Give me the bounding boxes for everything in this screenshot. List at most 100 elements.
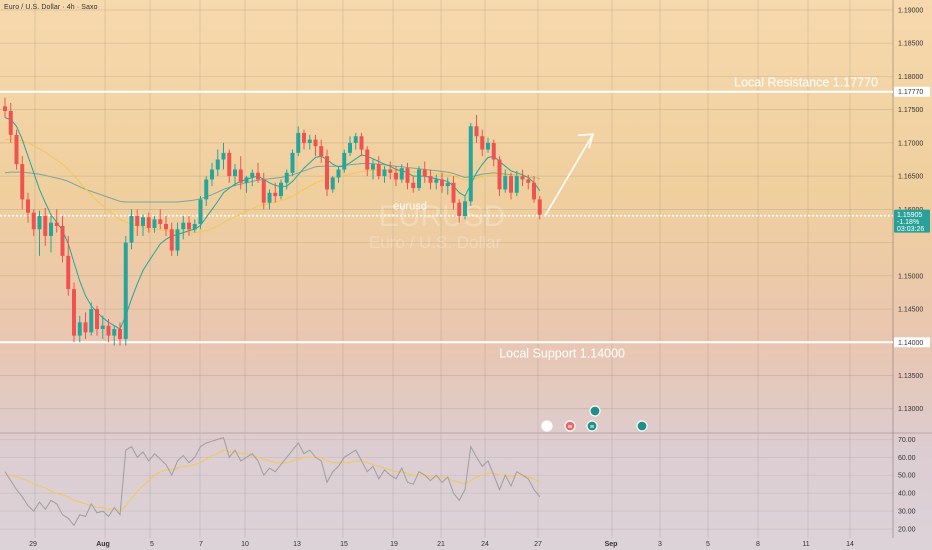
current-price-change: -1.18% [897, 219, 919, 226]
earnings-icon[interactable]: ≡ [586, 420, 598, 432]
price-tick: 1.16500 [898, 174, 923, 181]
candle-body [399, 168, 404, 180]
symbol-label: eurusd [393, 201, 427, 213]
candle-body [100, 325, 105, 329]
candle-body [152, 219, 157, 228]
candle-body [382, 169, 387, 177]
candle-body [3, 106, 7, 111]
candle-body [451, 182, 456, 203]
ma-slow-line [4, 138, 540, 234]
candle-body [66, 255, 71, 290]
level-label: Local Resistance 1.17770 [734, 76, 878, 90]
candle-body [503, 176, 508, 190]
candle-body [181, 222, 186, 230]
candle-body [123, 242, 128, 339]
candle-body [509, 176, 513, 193]
candle-body [405, 168, 410, 183]
candle-body [187, 222, 191, 230]
candle-body [8, 110, 13, 135]
candle-body [146, 217, 151, 228]
candle-body [342, 152, 347, 170]
earnings-icon-glyph: ≡ [589, 424, 594, 431]
price-tick: 1.14500 [898, 307, 923, 314]
candle-body [215, 159, 220, 170]
price-tick: 1.13000 [898, 406, 923, 413]
candle-body [49, 222, 53, 236]
candle-body [37, 216, 42, 230]
candle-body [238, 169, 243, 183]
rsi-tick: 30.00 [898, 509, 916, 516]
price-tag: 1.14000 [898, 340, 923, 347]
candle-body [221, 152, 226, 160]
ma-fast-line [4, 117, 541, 330]
candle-body [267, 192, 272, 203]
candle-body [365, 149, 370, 170]
news-icon[interactable] [589, 405, 601, 417]
candle-body [411, 182, 416, 189]
chart-grid [0, 0, 932, 538]
candle-body [353, 136, 358, 143]
candle-body [302, 132, 306, 143]
candle-body [307, 139, 312, 143]
date-label: 24 [481, 541, 489, 548]
date-label: 5 [706, 541, 710, 548]
date-label: 14 [846, 541, 854, 548]
candle-body [279, 182, 283, 197]
candle-body [445, 182, 450, 187]
candle-body [526, 179, 531, 183]
date-label: 7 [199, 541, 203, 548]
event-markers[interactable]: ⚡ ≡ ≡ [541, 405, 648, 432]
date-label: 8 [756, 541, 760, 548]
current-price-value: 1.15905 [897, 212, 922, 219]
candle-body [359, 136, 364, 150]
ma-slow2-line [4, 163, 540, 203]
date-label: 21 [437, 541, 445, 548]
candle-body [20, 164, 25, 200]
candle-body [135, 216, 140, 226]
candle-body [158, 219, 163, 224]
calendar-event-icon[interactable] [636, 420, 648, 432]
rsi-line [4, 436, 541, 527]
candle-body [112, 328, 117, 336]
news-icon-circle [589, 405, 601, 417]
price-tick: 1.18000 [898, 74, 923, 81]
candle-body [486, 142, 490, 150]
candle-body [537, 199, 542, 215]
candle-body [520, 176, 525, 180]
candle-body [106, 325, 111, 336]
candle-body [284, 172, 289, 183]
date-label: 15 [340, 541, 348, 548]
event-icon[interactable]: ⚡ [541, 420, 553, 432]
candle-body [434, 179, 439, 183]
date-label: 5 [150, 541, 154, 548]
candle-body [233, 169, 237, 177]
candle-body [290, 152, 295, 173]
price-tag-bg [894, 337, 930, 348]
price-tick: 1.17500 [898, 107, 923, 114]
candle-body [514, 176, 519, 193]
candle-body [491, 142, 496, 160]
date-label: Sep [605, 541, 618, 548]
candle-body [480, 136, 485, 150]
candle-body [244, 177, 249, 183]
candle-body [376, 164, 381, 177]
candle-body [198, 199, 203, 224]
dividend-icon[interactable]: ≡ [564, 420, 576, 432]
candle-body [336, 169, 341, 178]
candle-body [129, 216, 134, 243]
date-label: Aug [96, 541, 110, 548]
candle-body [43, 216, 48, 236]
price-axis[interactable]: 1.19000 1.18500 1.18000 1.17770 1.17500 1.170… [894, 7, 930, 534]
date-label: 29 [29, 541, 37, 548]
candle-body [72, 289, 76, 336]
time-axis[interactable]: 29 Aug 5 7 10 13 15 19 21 24 27 Sep 3 5 8 11 14 [29, 541, 854, 548]
candle-body [348, 142, 352, 153]
rsi-tick: 70.00 [898, 437, 916, 444]
candle-body [428, 176, 433, 183]
candle-body [26, 199, 30, 213]
date-label: 19 [390, 541, 398, 548]
candle-body [250, 172, 255, 178]
moving-averages [4, 117, 541, 330]
